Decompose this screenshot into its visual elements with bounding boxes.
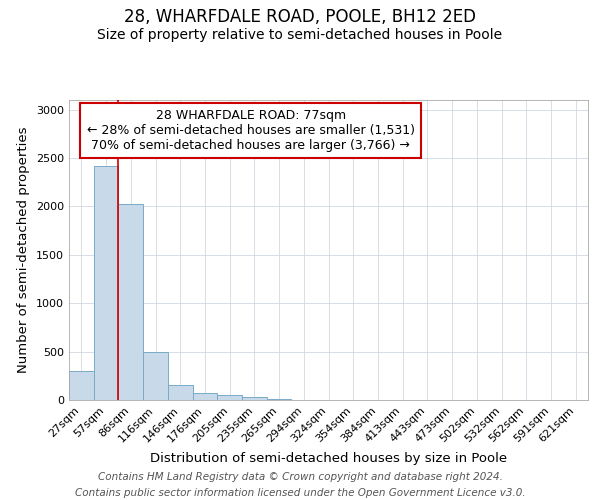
Text: Contains public sector information licensed under the Open Government Licence v3: Contains public sector information licen… xyxy=(74,488,526,498)
Bar xyxy=(242,396,267,400)
Bar xyxy=(94,166,118,400)
Text: Contains HM Land Registry data © Crown copyright and database right 2024.: Contains HM Land Registry data © Crown c… xyxy=(98,472,502,482)
Text: 28, WHARFDALE ROAD, POOLE, BH12 2ED: 28, WHARFDALE ROAD, POOLE, BH12 2ED xyxy=(124,8,476,26)
Text: 28 WHARFDALE ROAD: 77sqm
← 28% of semi-detached houses are smaller (1,531)
70% o: 28 WHARFDALE ROAD: 77sqm ← 28% of semi-d… xyxy=(86,109,415,152)
X-axis label: Distribution of semi-detached houses by size in Poole: Distribution of semi-detached houses by … xyxy=(150,452,507,465)
Text: Size of property relative to semi-detached houses in Poole: Size of property relative to semi-detach… xyxy=(97,28,503,42)
Bar xyxy=(143,352,168,400)
Y-axis label: Number of semi-detached properties: Number of semi-detached properties xyxy=(17,126,31,373)
Bar xyxy=(267,399,292,400)
Bar xyxy=(69,371,94,400)
Bar xyxy=(168,386,193,400)
Bar xyxy=(193,392,217,400)
Bar xyxy=(118,204,143,400)
Bar xyxy=(217,394,242,400)
